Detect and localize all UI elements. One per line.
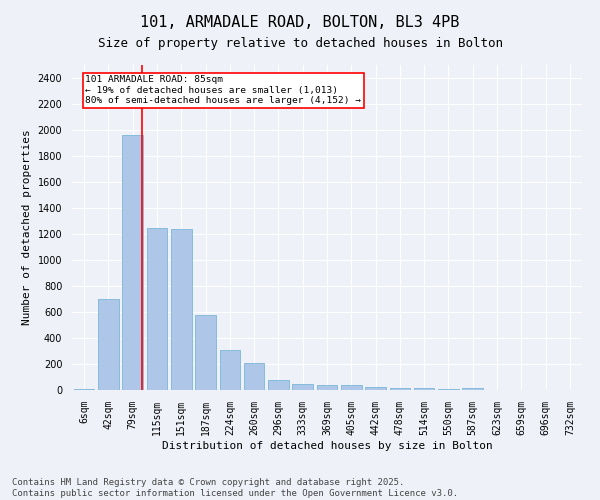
Y-axis label: Number of detached properties: Number of detached properties xyxy=(22,130,32,326)
Bar xyxy=(463,388,483,390)
Bar xyxy=(341,386,362,390)
Bar xyxy=(317,386,337,390)
Bar xyxy=(171,229,191,390)
Bar xyxy=(195,316,216,390)
Text: Size of property relative to detached houses in Bolton: Size of property relative to detached ho… xyxy=(97,38,503,51)
Bar xyxy=(98,299,119,390)
Bar xyxy=(122,135,143,390)
Bar xyxy=(74,388,94,390)
Bar xyxy=(268,380,289,390)
Bar xyxy=(414,388,434,390)
Bar xyxy=(244,364,265,390)
Text: 101 ARMADALE ROAD: 85sqm
← 19% of detached houses are smaller (1,013)
80% of sem: 101 ARMADALE ROAD: 85sqm ← 19% of detach… xyxy=(85,76,361,105)
X-axis label: Distribution of detached houses by size in Bolton: Distribution of detached houses by size … xyxy=(161,440,493,450)
Bar xyxy=(365,388,386,390)
Bar xyxy=(146,228,167,390)
Bar xyxy=(389,388,410,390)
Text: Contains HM Land Registry data © Crown copyright and database right 2025.
Contai: Contains HM Land Registry data © Crown c… xyxy=(12,478,458,498)
Text: 101, ARMADALE ROAD, BOLTON, BL3 4PB: 101, ARMADALE ROAD, BOLTON, BL3 4PB xyxy=(140,15,460,30)
Bar xyxy=(220,350,240,390)
Bar xyxy=(292,384,313,390)
